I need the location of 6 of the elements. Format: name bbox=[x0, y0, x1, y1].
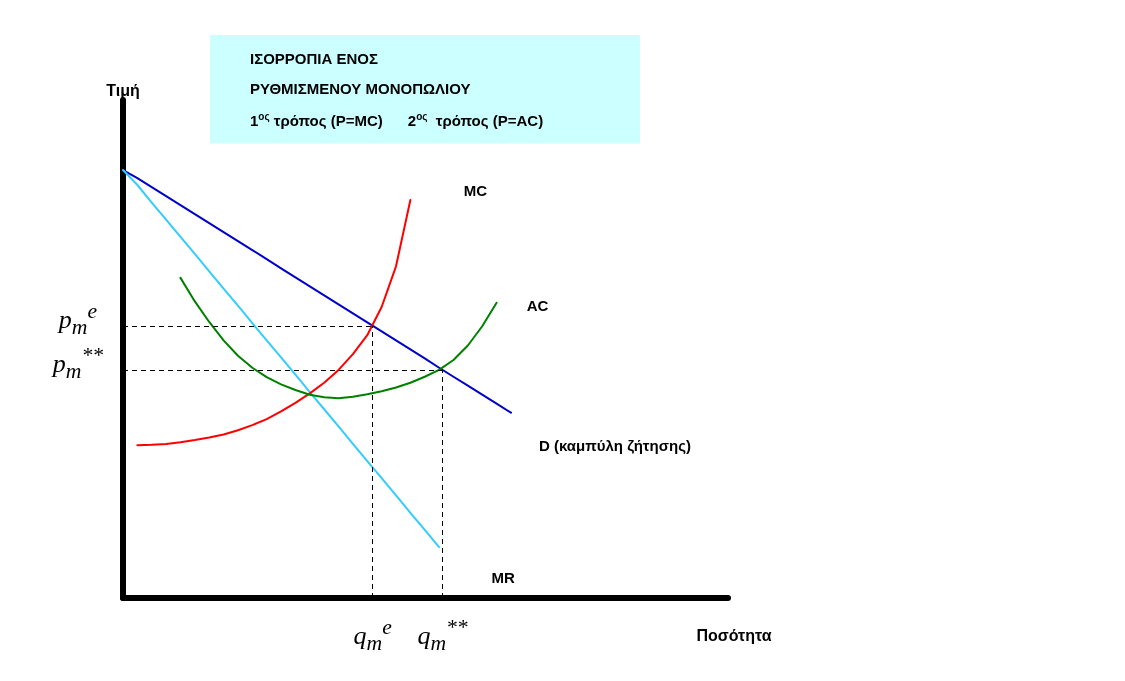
y-axis-title: Τιμή bbox=[106, 81, 140, 99]
x-axis-title: Ποσότητα bbox=[696, 627, 772, 644]
text: AC bbox=[526, 297, 549, 315]
text: MC bbox=[463, 182, 488, 200]
text: MR bbox=[491, 568, 515, 586]
text: D (καμπύλη ζήτησης) bbox=[538, 437, 691, 455]
